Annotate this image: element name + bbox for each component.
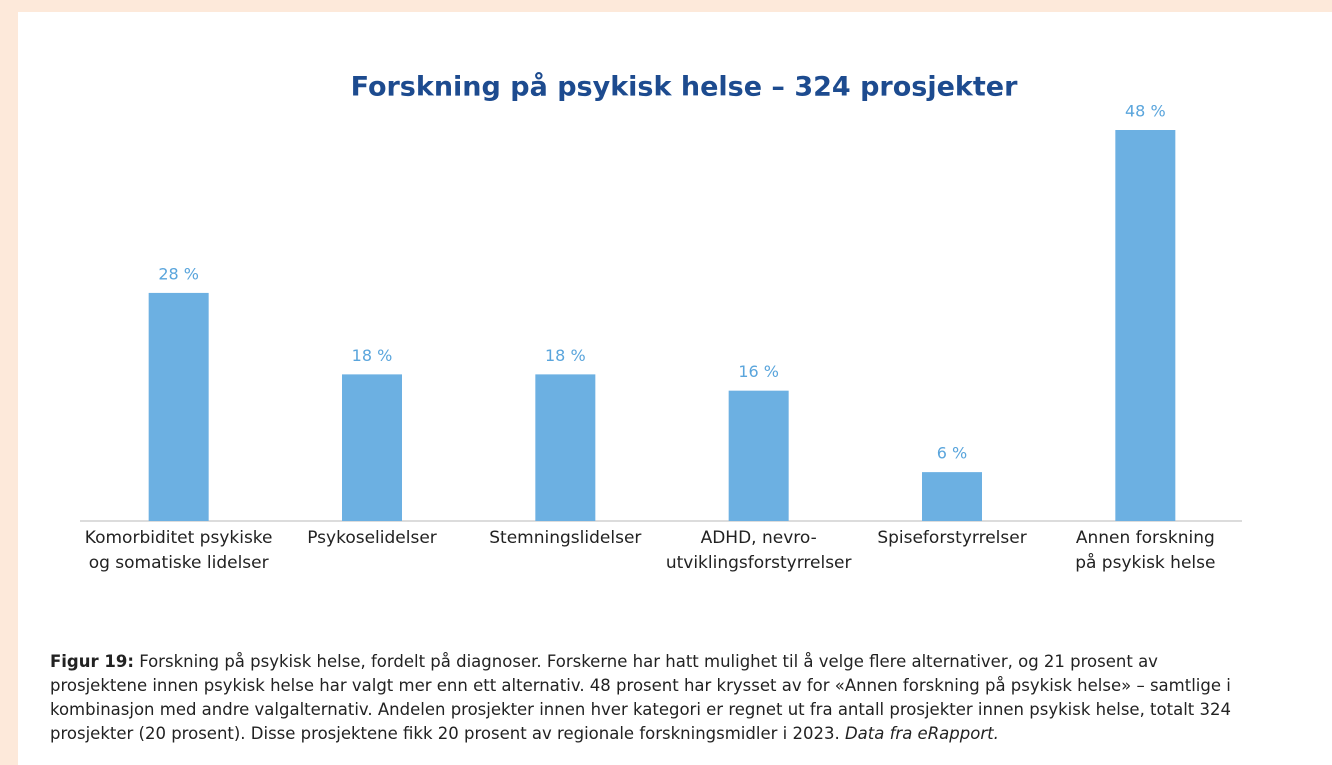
- x-tick-label: Spiseforstyrrelser: [877, 528, 1026, 548]
- value-label: 18 %: [545, 346, 586, 365]
- caption: Figur 19: Forskning på psykisk helse, fo…: [50, 650, 1250, 746]
- bar: [535, 374, 596, 521]
- bar: [148, 292, 209, 521]
- x-tick-label: og somatiske lidelser: [89, 553, 269, 573]
- bar: [728, 390, 789, 521]
- x-tick-label: Komorbiditet psykiske: [85, 528, 273, 548]
- chart-title: Forskning på psykisk helse – 324 prosjek…: [351, 71, 1018, 103]
- bar: [922, 472, 982, 521]
- x-tick-label: på psykisk helse: [1075, 552, 1215, 573]
- bar: [1115, 130, 1176, 521]
- chart: Forskning på psykisk helse – 324 prosjek…: [80, 71, 1242, 573]
- panel: [18, 12, 1332, 765]
- x-tick-label: Psykoselidelser: [307, 528, 437, 548]
- value-label: 28 %: [158, 264, 199, 283]
- value-label: 16 %: [738, 362, 779, 381]
- caption-label: Figur 19:: [50, 652, 134, 671]
- value-label: 18 %: [352, 346, 393, 365]
- x-tick-label: Annen forskning: [1076, 528, 1215, 548]
- x-tick-label: ADHD, nevro-: [701, 528, 817, 548]
- caption-source: Data fra eRapport.: [844, 724, 999, 743]
- x-tick-label: Stemningslidelser: [489, 528, 641, 548]
- value-label: 48 %: [1125, 102, 1166, 121]
- bar: [342, 374, 402, 521]
- caption-text: Forskning på psykisk helse, fordelt på d…: [50, 652, 1231, 743]
- value-label: 6 %: [937, 444, 967, 463]
- x-tick-label: utviklingsforstyrrelser: [666, 553, 852, 573]
